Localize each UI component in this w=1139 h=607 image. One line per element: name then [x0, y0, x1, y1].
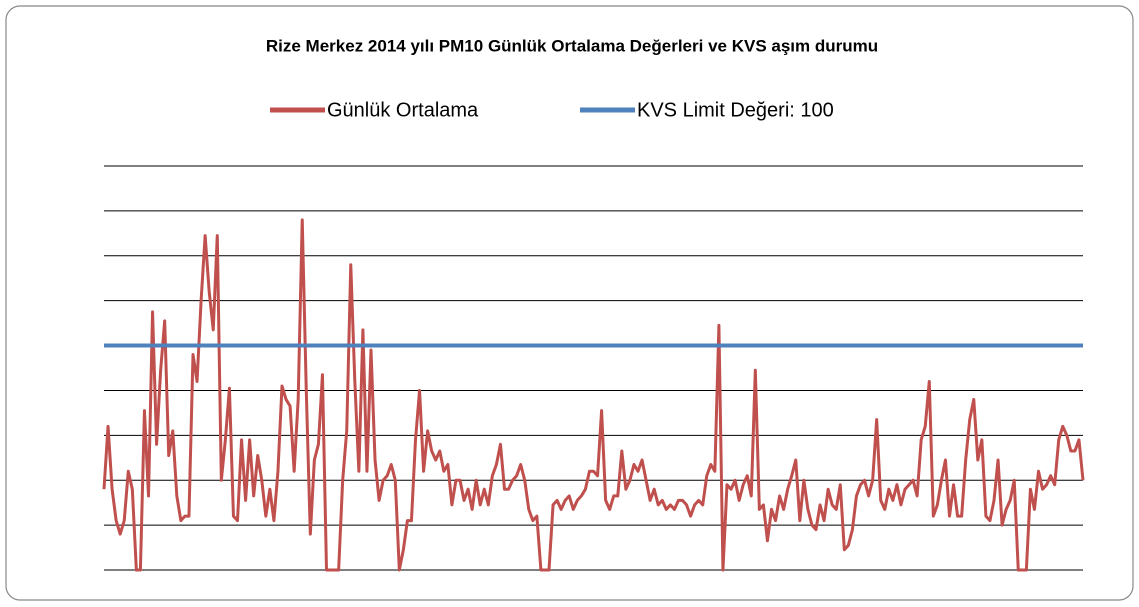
chart-frame — [5, 5, 1134, 601]
chart-title: Rize Merkez 2014 yılı PM10 Günlük Ortala… — [266, 36, 878, 55]
legend-label: Günlük Ortalama — [327, 99, 479, 121]
legend-label: KVS Limit Değeri: 100 — [637, 99, 834, 121]
data-line — [102, 218, 1085, 572]
